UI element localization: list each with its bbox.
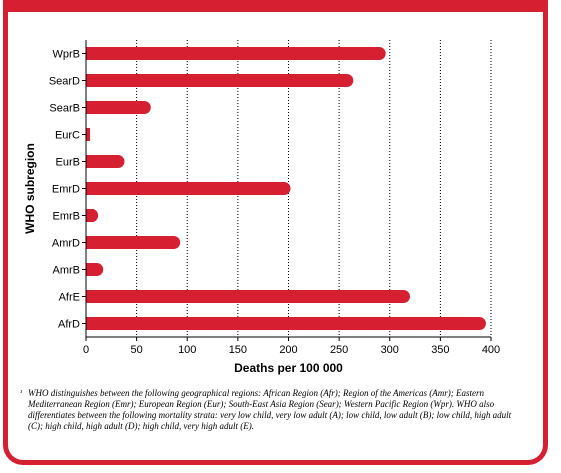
- axes: [82, 40, 492, 341]
- bar-EurB: [86, 155, 125, 168]
- header-band: [3, 0, 548, 12]
- bar-base-AmrD: [86, 236, 94, 249]
- x-tick-labels: 0 50 100 150 200 250 300 350 400: [83, 344, 500, 356]
- bar-base-SearD: [86, 74, 94, 87]
- bar-SearB: [86, 101, 151, 114]
- bar-SearD: [86, 74, 354, 87]
- x-tick-label: 400: [482, 344, 500, 356]
- x-tick-label: 300: [381, 344, 399, 356]
- y-tick-labels: WprB SearD SearB EurC EurB EmrD EmrB AmrD AmrB Af…: [49, 49, 80, 331]
- x-axis-title: Deaths per 100 000: [234, 361, 343, 375]
- bar-AmrD: [86, 236, 181, 249]
- bar-base-AfrD: [86, 317, 94, 330]
- y-tick-label: EmrB: [53, 211, 81, 223]
- footnote-text: WHO distinguishes between the following …: [28, 388, 512, 431]
- bar-EmrD: [86, 182, 291, 195]
- bar-base-EurB: [86, 155, 94, 168]
- y-tick-label: EurC: [55, 130, 80, 142]
- bar-base-EmrD: [86, 182, 94, 195]
- footnote: ¹ WHO distinguishes between the followin…: [20, 388, 528, 432]
- bar-base-EmrB: [86, 209, 94, 222]
- bar-base-EurC: [86, 128, 91, 141]
- bar-base-AfrE: [86, 290, 94, 303]
- y-tick-label: SearB: [49, 103, 80, 115]
- y-tick-label: WprB: [53, 49, 81, 61]
- y-tick-label: AmrD: [52, 238, 80, 250]
- bar-base-SearB: [86, 101, 94, 114]
- y-tick-label: EmrD: [52, 184, 80, 196]
- bar-base-AmrB: [86, 263, 94, 276]
- bars: [86, 47, 486, 330]
- x-tick-label: 200: [279, 344, 297, 356]
- bar-WprB: [86, 47, 386, 60]
- footnote-marker: ¹: [20, 389, 23, 397]
- bar-AfrE: [86, 290, 410, 303]
- x-tick-label: 50: [131, 344, 143, 356]
- x-tick-label: 350: [431, 344, 449, 356]
- bar-base-WprB: [86, 47, 94, 60]
- x-tick-label: 100: [178, 344, 196, 356]
- y-tick-label: AfrE: [59, 292, 80, 304]
- bar-AfrD: [86, 317, 486, 330]
- y-tick-label: EurB: [56, 157, 80, 169]
- bar-chart: WprB SearD SearB EurC EurB EmrD EmrB AmrD AmrB Af…: [23, 40, 500, 375]
- y-tick-label: AmrB: [53, 265, 81, 277]
- x-tick-label: 250: [330, 344, 348, 356]
- y-tick-label: AfrD: [58, 319, 80, 331]
- y-axis-title: WHO subregion: [23, 143, 37, 234]
- y-tick-label: SearD: [49, 76, 80, 88]
- x-tick-label: 150: [229, 344, 247, 356]
- x-tick-label: 0: [83, 344, 89, 356]
